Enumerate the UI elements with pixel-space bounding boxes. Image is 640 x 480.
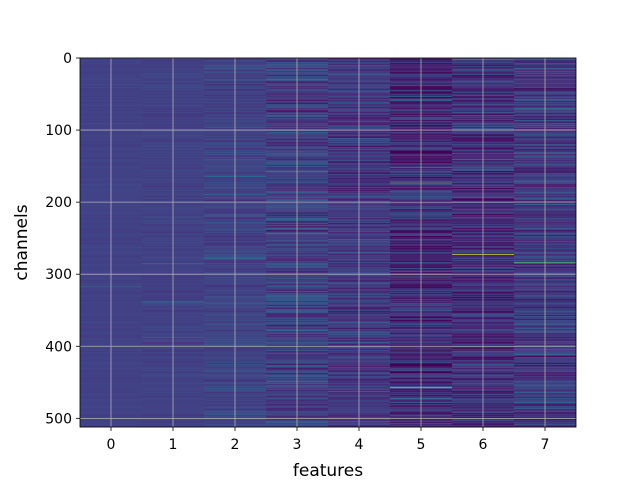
x-tick-label: 4	[355, 437, 364, 453]
y-tick-label: 300	[45, 267, 72, 283]
y-tick-label: 100	[45, 123, 72, 139]
plot-frame	[79, 57, 577, 428]
x-tick-label: 1	[169, 437, 178, 453]
y-tick-label: 400	[45, 339, 72, 355]
x-tick-label: 7	[541, 437, 550, 453]
y-tick-label: 200	[45, 195, 72, 211]
x-tick-label: 2	[231, 437, 240, 453]
x-tick-label: 6	[479, 437, 488, 453]
x-axis-label: features	[293, 461, 363, 480]
x-tick-label: 3	[293, 437, 302, 453]
y-tick-label: 500	[45, 411, 72, 427]
x-tick-label: 0	[107, 437, 116, 453]
y-axis-label: channels	[12, 204, 32, 280]
y-tick-label: 0	[63, 51, 72, 67]
y-axis-ticks: 0 100 200 300 400 500	[45, 51, 80, 427]
x-axis-ticks: 0 1 2 3 4 5 6 7	[107, 427, 550, 453]
heatmap-cells	[80, 58, 576, 428]
grid-lines	[80, 57, 576, 427]
x-tick-label: 5	[417, 437, 426, 453]
